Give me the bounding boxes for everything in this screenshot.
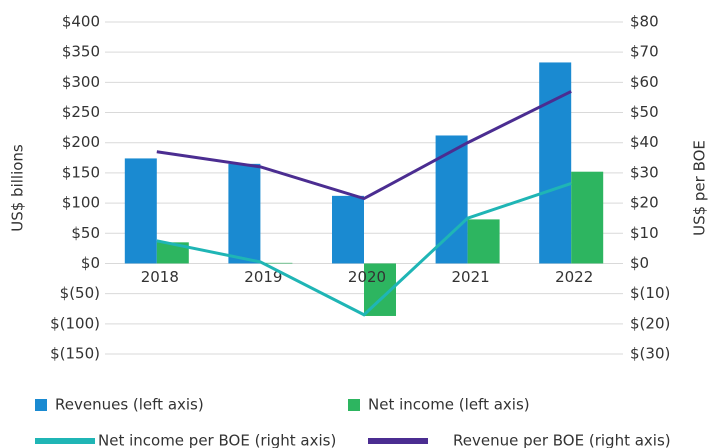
bar — [539, 62, 572, 264]
legend-label: Revenue per BOE (right axis) — [453, 432, 671, 448]
y-tick-label: $100 — [62, 194, 100, 212]
line — [156, 90, 572, 201]
bar — [124, 158, 157, 264]
legend-label: Revenues (left axis) — [55, 396, 204, 414]
x-tick-label: 2019 — [244, 268, 282, 286]
y2-tick-label: $70 — [630, 43, 659, 61]
line — [156, 182, 572, 317]
legend-label: Net income (left axis) — [368, 396, 530, 414]
y2-tick-label: $20 — [630, 194, 659, 212]
y-axis-label: US$ billions — [9, 144, 27, 232]
legend-label: Net income per BOE (right axis) — [98, 432, 336, 448]
legend-swatch — [368, 438, 428, 444]
bar — [260, 262, 293, 264]
bar — [156, 242, 189, 264]
y2-tick-label: $10 — [630, 224, 659, 242]
y-tick-label: $400 — [62, 13, 100, 31]
y2-tick-label: $80 — [630, 13, 659, 31]
x-tick-label: 2018 — [141, 268, 179, 286]
legend-swatch — [35, 438, 95, 444]
y2-tick-label: $(20) — [630, 314, 670, 332]
y2-tick-label: $(10) — [630, 284, 670, 302]
x-tick-label: 2021 — [452, 268, 490, 286]
bar — [571, 171, 604, 264]
y2-tick-label: $50 — [630, 103, 659, 121]
y2-tick-label: $(30) — [630, 345, 670, 363]
legend-swatch — [348, 399, 360, 411]
y-tick-label: $300 — [62, 73, 100, 91]
y-tick-label: $(50) — [60, 284, 100, 302]
y-tick-label: $250 — [62, 103, 100, 121]
y2-tick-label: $30 — [630, 163, 659, 181]
x-tick-label: 2020 — [348, 268, 386, 286]
y2-tick-label: $0 — [630, 254, 649, 272]
y-tick-label: $50 — [71, 224, 100, 242]
bar — [228, 163, 261, 264]
y2-tick-label: $40 — [630, 133, 659, 151]
bar — [467, 219, 500, 264]
y-tick-label: $200 — [62, 133, 100, 151]
y2-axis-label: US$ per BOE — [691, 140, 709, 236]
y-tick-label: $350 — [62, 43, 100, 61]
y-tick-label: $(100) — [50, 314, 100, 332]
y2-tick-label: $60 — [630, 73, 659, 91]
x-tick-label: 2022 — [555, 268, 593, 286]
bar — [332, 195, 364, 264]
y-tick-label: $0 — [81, 254, 100, 272]
y-tick-label: $150 — [62, 163, 100, 181]
y-tick-label: $(150) — [50, 345, 100, 363]
legend-swatch — [35, 399, 47, 411]
